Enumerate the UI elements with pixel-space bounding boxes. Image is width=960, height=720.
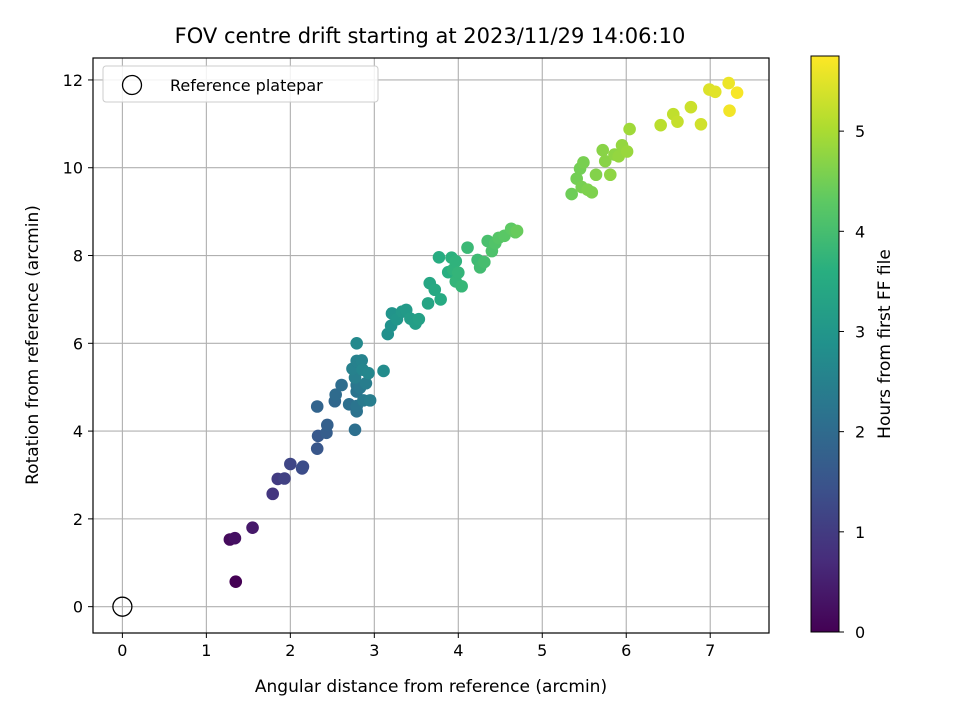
data-point xyxy=(329,388,342,401)
y-axis-ticks: 0 2 4 6 8 10 12 xyxy=(63,71,93,617)
plot-grid xyxy=(93,58,769,633)
y-tick-label: 4 xyxy=(73,422,83,441)
data-point xyxy=(355,354,369,367)
legend-entry-reference: Reference platepar xyxy=(170,76,323,95)
y-tick-label: 2 xyxy=(73,510,83,529)
data-point xyxy=(565,187,578,201)
data-point xyxy=(362,366,375,380)
data-point xyxy=(461,241,474,254)
legend-reference-marker xyxy=(121,74,143,96)
plot-points xyxy=(112,76,744,617)
data-point xyxy=(449,254,463,268)
colorbar-tick-label: 2 xyxy=(855,423,865,442)
chart-title: FOV centre drift starting at 2023/11/29 … xyxy=(175,24,686,48)
y-tick-label: 6 xyxy=(73,334,83,353)
reference-platepar-marker xyxy=(112,596,133,617)
data-point xyxy=(428,283,442,297)
data-point xyxy=(671,115,684,128)
data-point xyxy=(723,104,736,117)
colorbar-tick-label: 5 xyxy=(855,122,865,141)
y-axis-label: Rotation from reference (arcmin) xyxy=(23,205,43,485)
data-point xyxy=(421,297,435,310)
data-point xyxy=(455,279,468,293)
data-point xyxy=(377,364,390,378)
x-tick-label: 7 xyxy=(705,641,715,660)
data-point xyxy=(432,250,446,264)
data-point xyxy=(310,400,324,413)
legend: Reference platepar xyxy=(102,65,379,103)
colorbar: 0 1 2 3 4 5 Hours from first FF file xyxy=(810,55,895,642)
data-point xyxy=(284,457,297,471)
y-tick-label: 8 xyxy=(73,247,83,266)
colorbar-tick-label: 4 xyxy=(855,222,865,241)
data-point xyxy=(603,168,617,182)
data-point xyxy=(246,521,259,534)
data-point xyxy=(589,168,603,182)
data-point xyxy=(694,117,708,131)
data-point xyxy=(359,376,373,390)
x-tick-label: 0 xyxy=(117,641,127,660)
y-tick-label: 0 xyxy=(73,598,83,617)
data-point xyxy=(434,293,447,306)
x-tick-label: 4 xyxy=(453,641,463,660)
data-point xyxy=(577,156,590,169)
data-point xyxy=(320,418,334,432)
data-point xyxy=(654,118,667,132)
x-axis-ticks: 0 1 2 3 4 5 6 7 xyxy=(117,633,715,660)
data-point xyxy=(708,85,722,99)
data-point xyxy=(585,186,599,199)
data-point xyxy=(266,487,280,501)
data-point xyxy=(412,312,426,326)
x-tick-label: 6 xyxy=(621,641,631,660)
colorbar-label: Hours from first FF file xyxy=(875,249,895,439)
data-point xyxy=(730,86,744,99)
data-point xyxy=(229,575,243,588)
colorbar-tick-label: 3 xyxy=(855,322,865,341)
data-point xyxy=(335,378,348,392)
data-point xyxy=(228,531,242,545)
plot-frame xyxy=(92,57,770,634)
colorbar-tick-label: 0 xyxy=(855,623,865,642)
x-tick-label: 1 xyxy=(201,641,211,660)
y-tick-label: 12 xyxy=(63,71,83,90)
x-axis-label: Angular distance from reference (arcmin) xyxy=(255,677,607,697)
data-point xyxy=(350,337,363,350)
data-point xyxy=(348,423,362,437)
data-point xyxy=(722,76,735,90)
data-point xyxy=(451,266,465,279)
data-point xyxy=(620,145,634,158)
data-point xyxy=(310,442,324,455)
colorbar-ticks: 0 1 2 3 4 5 xyxy=(839,122,865,642)
x-tick-label: 3 xyxy=(369,641,379,660)
data-point xyxy=(478,255,491,269)
data-point xyxy=(510,224,524,238)
x-tick-label: 5 xyxy=(537,641,547,660)
data-point xyxy=(596,143,610,157)
colorbar-gradient xyxy=(810,55,840,633)
data-point xyxy=(296,460,310,473)
legend-box xyxy=(102,65,379,103)
x-tick-label: 2 xyxy=(285,641,295,660)
data-point xyxy=(684,100,698,114)
data-point xyxy=(363,394,377,407)
colorbar-tick-label: 1 xyxy=(855,523,865,542)
y-tick-label: 10 xyxy=(63,159,83,178)
data-point xyxy=(278,472,291,485)
data-point xyxy=(598,154,612,168)
data-point xyxy=(623,122,636,136)
